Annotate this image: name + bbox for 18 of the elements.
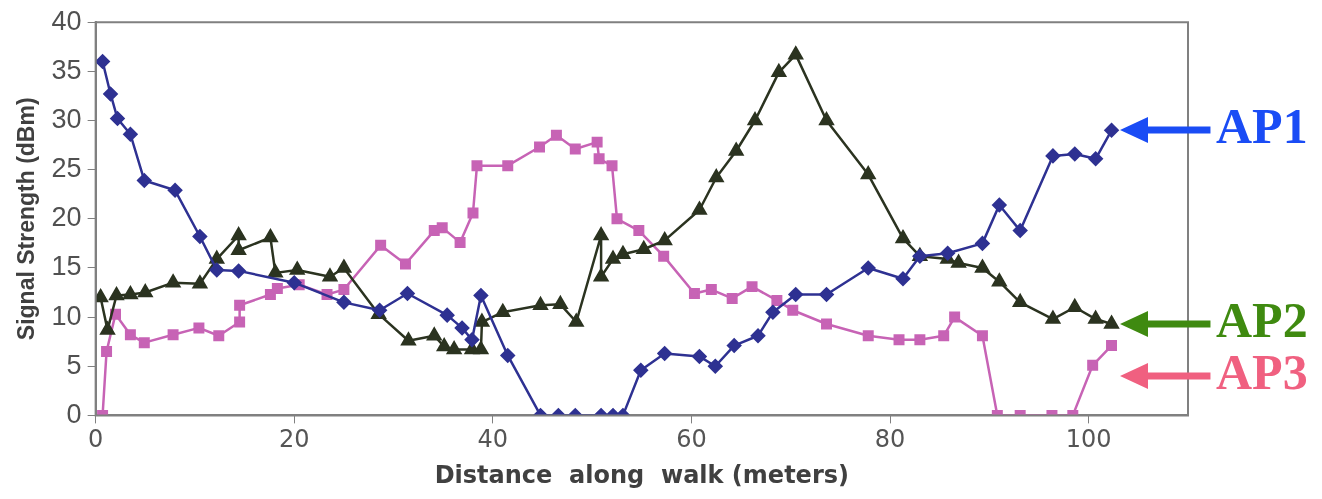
x-tick-label: 100 [1065, 425, 1112, 454]
y-tick-label: 40 [51, 5, 82, 36]
y-tick-label: 5 [66, 349, 82, 380]
series-label: AP1 [1216, 98, 1308, 155]
x-axis-title: Distance along walk (meters) [434, 460, 849, 489]
x-tick-label: 20 [278, 425, 310, 454]
y-tick-label: 30 [51, 103, 82, 134]
y-tick-label: 35 [51, 54, 82, 85]
x-tick-label: 80 [874, 425, 906, 454]
x-tick-label: 60 [676, 425, 707, 454]
x-tick-label: 0 [87, 425, 104, 454]
y-axis-title: Signal Strength (dBm) [13, 97, 40, 341]
x-tick-label: 40 [477, 425, 509, 454]
y-tick-label: 15 [51, 251, 82, 282]
y-tick-label: 25 [51, 153, 82, 184]
y-tick-label: 10 [51, 300, 82, 331]
y-tick-label: 0 [66, 398, 82, 429]
y-tick-label: 20 [51, 202, 82, 233]
